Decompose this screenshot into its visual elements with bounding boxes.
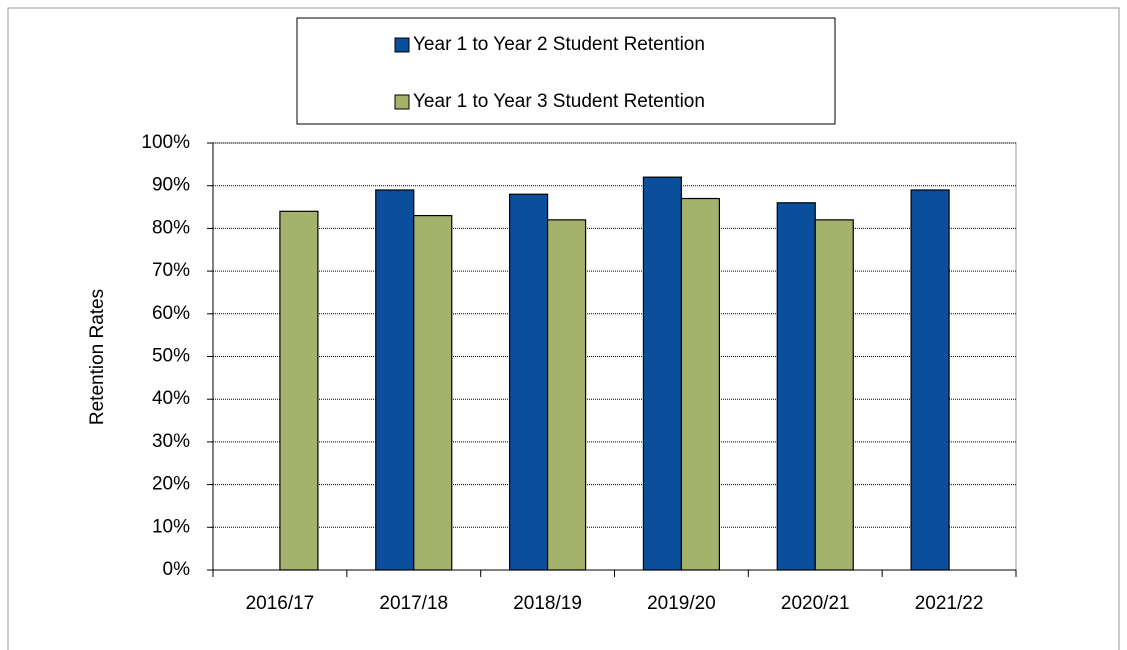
plot-area	[212, 142, 1017, 571]
bar	[814, 219, 854, 571]
x-tick-label: 2018/19	[513, 593, 582, 614]
x-tick-label: 2017/18	[379, 593, 448, 614]
x-tick-label: 2019/20	[647, 593, 716, 614]
bar	[375, 189, 415, 571]
bar	[546, 219, 587, 571]
x-tick-label: 2020/21	[781, 593, 850, 614]
bar	[680, 197, 721, 571]
legend-label: Year 1 to Year 2 Student Retention	[413, 34, 705, 55]
bar	[413, 214, 453, 571]
bar	[776, 202, 816, 571]
y-tick-label: 20%	[152, 474, 190, 495]
y-tick-label: 90%	[152, 175, 190, 196]
y-tick-label: 30%	[152, 431, 190, 452]
bar	[910, 189, 950, 571]
y-tick-label: 60%	[152, 303, 190, 324]
x-tick-label: 2021/22	[915, 593, 984, 614]
legend-swatch	[394, 37, 410, 53]
bar	[279, 210, 319, 571]
y-tick-label: 70%	[152, 260, 190, 281]
legend-swatch	[394, 94, 410, 110]
legend-label: Year 1 to Year 3 Student Retention	[413, 91, 705, 112]
x-tick-label: 2016/17	[246, 593, 315, 614]
y-tick-label: 100%	[141, 132, 190, 153]
bar	[642, 176, 683, 571]
frame	[7, 7, 1120, 650]
legend-box	[296, 17, 836, 125]
y-tick-label: 10%	[152, 516, 190, 537]
y-tick-label: 50%	[152, 346, 190, 367]
y-axis-label: Retention Rates	[87, 289, 108, 425]
y-tick-label: 40%	[152, 388, 190, 409]
y-tick-label: 0%	[163, 559, 191, 580]
y-tick-label: 80%	[152, 217, 190, 238]
bar	[508, 193, 549, 571]
